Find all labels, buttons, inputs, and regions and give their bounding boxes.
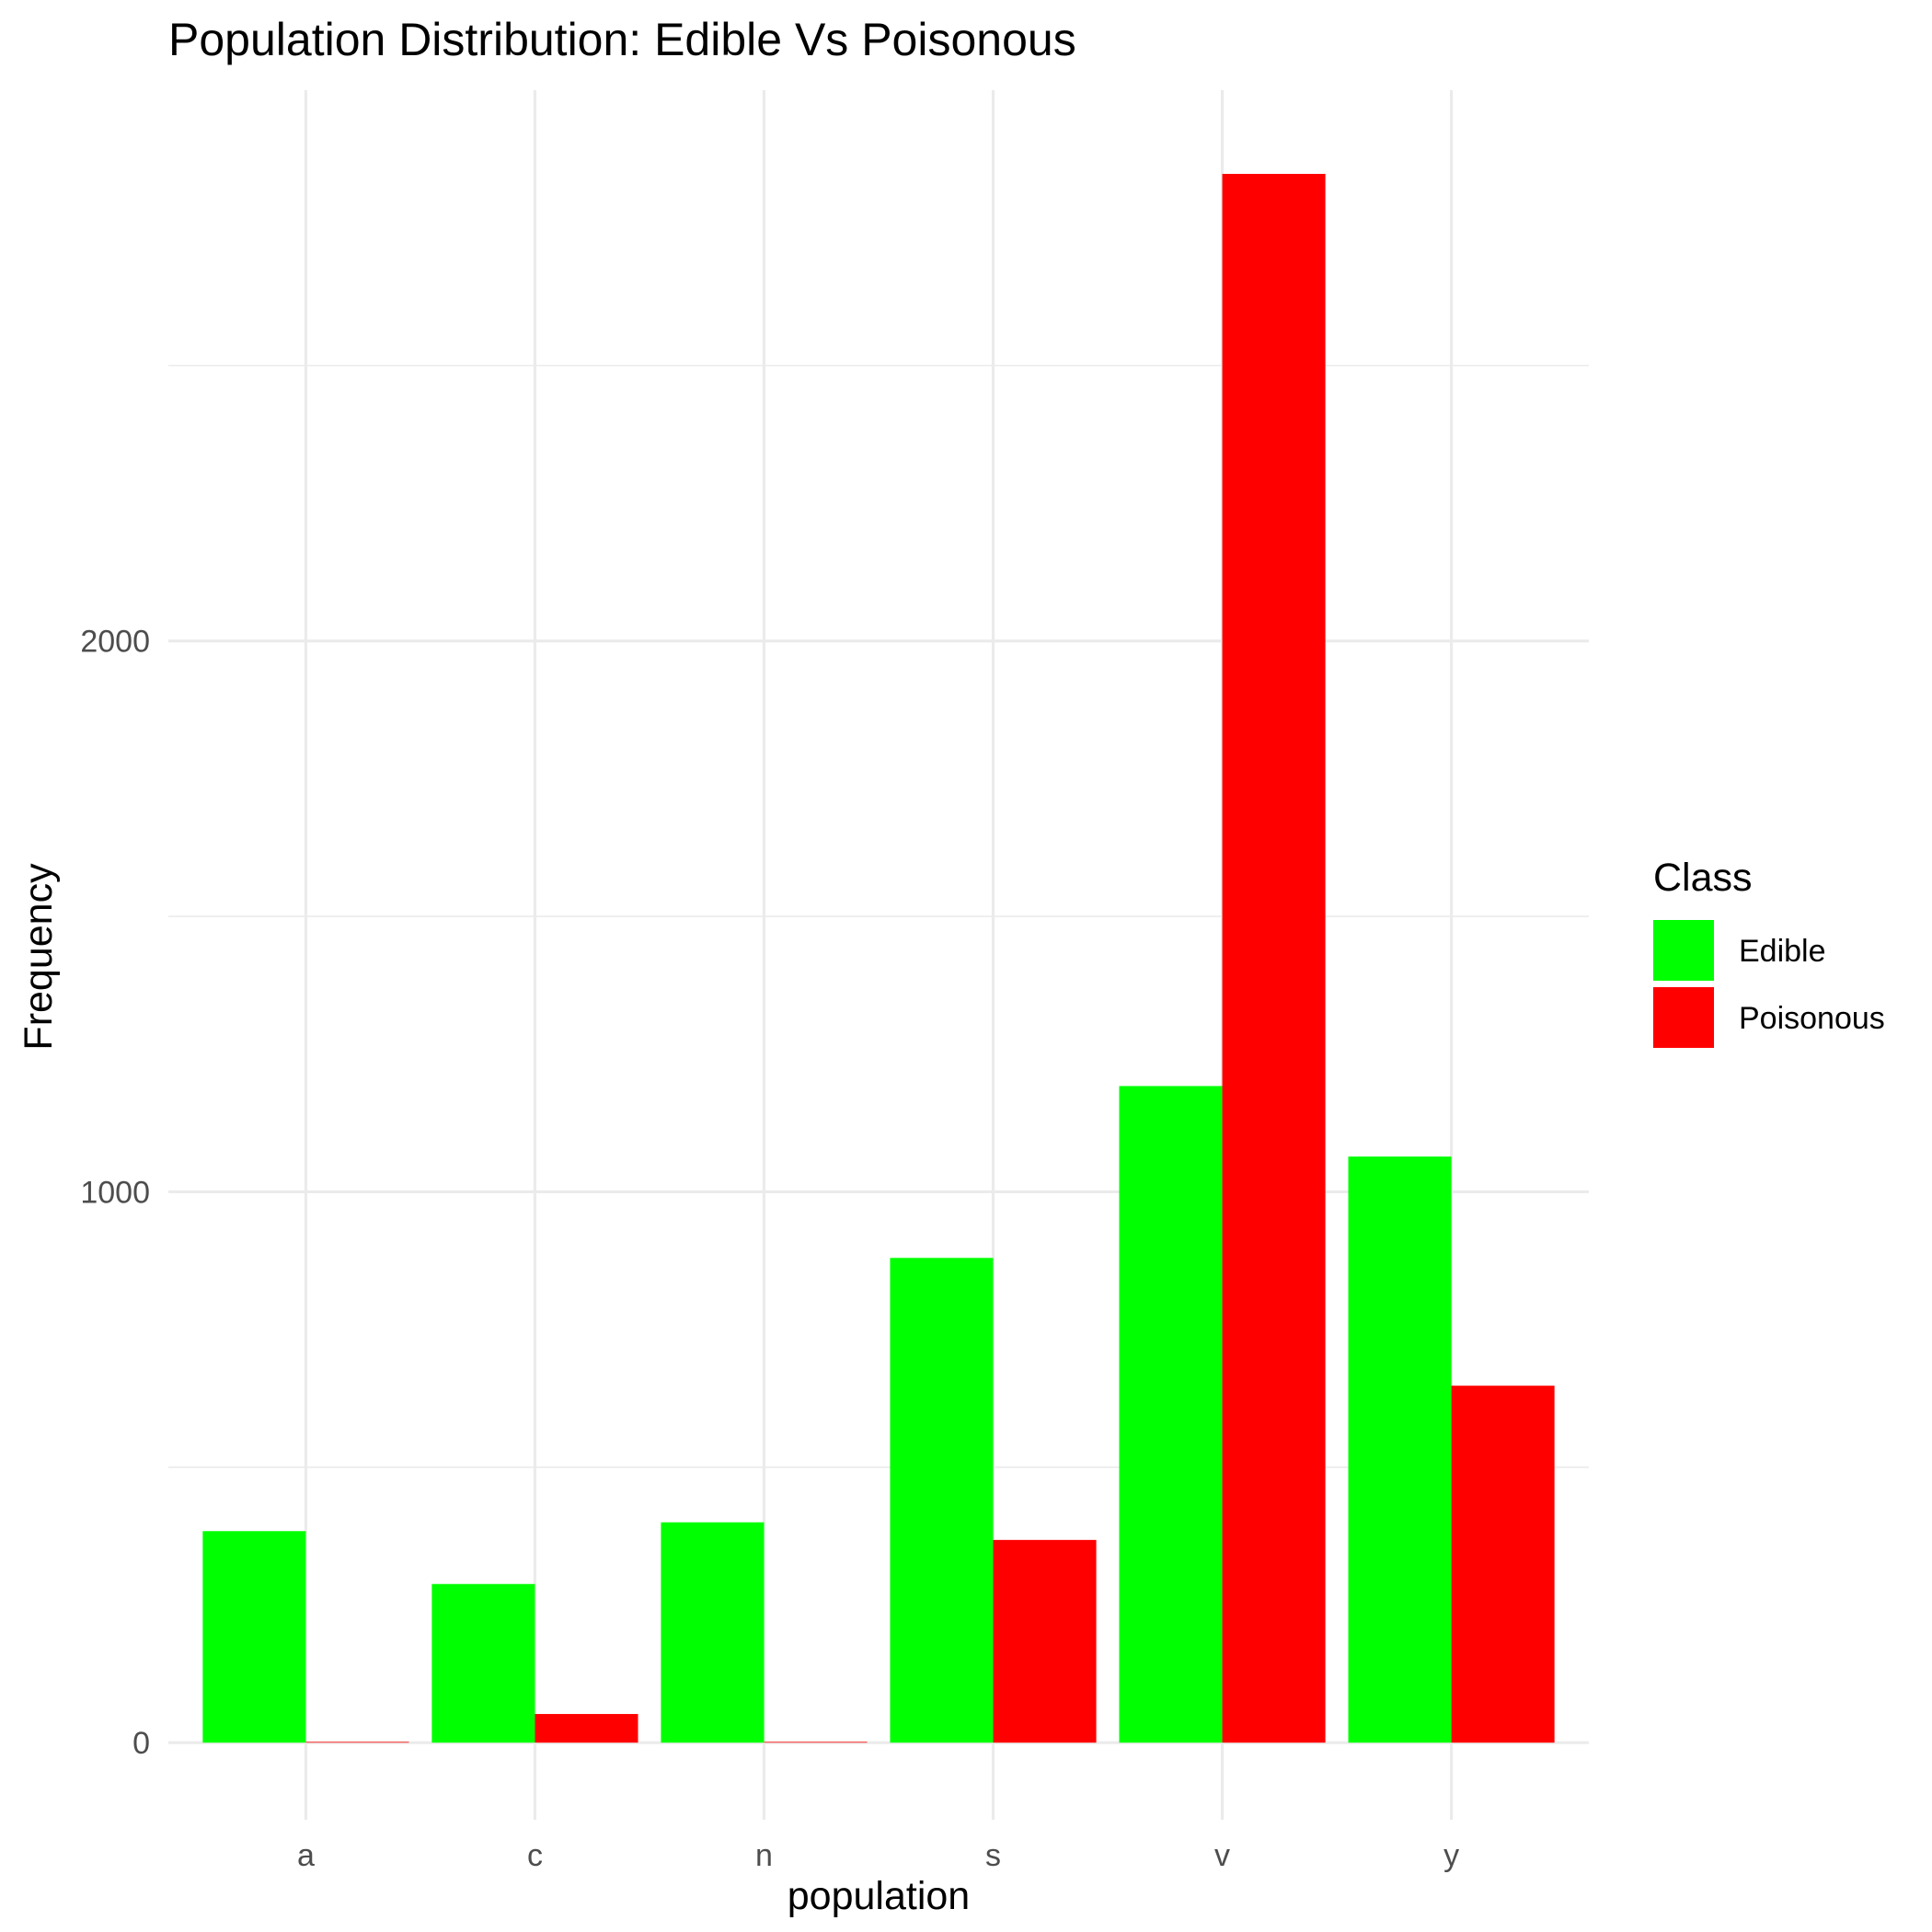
- bar-poisonous-c: [535, 1714, 638, 1743]
- bar-edible-c: [431, 1583, 535, 1743]
- x-tick-label: s: [985, 1838, 1001, 1873]
- legend-label-edible: Edible: [1739, 934, 1826, 969]
- bars: [202, 174, 1555, 1743]
- y-tick-label: 2000: [80, 625, 150, 660]
- x-tick-label: v: [1214, 1838, 1230, 1873]
- y-tick-label: 0: [132, 1726, 150, 1761]
- bar-edible-n: [661, 1522, 765, 1743]
- legend-title: Class: [1653, 856, 1753, 900]
- x-tick-label: n: [755, 1838, 773, 1873]
- bar-edible-v: [1119, 1086, 1223, 1743]
- bar-edible-y: [1348, 1156, 1452, 1743]
- legend: Class Edible Poisonous: [1653, 856, 1885, 1048]
- legend-swatch-poisonous: [1653, 987, 1714, 1048]
- x-axis-title: population: [788, 1874, 970, 1918]
- legend-items: Edible Poisonous: [1653, 920, 1885, 1048]
- x-tick-label: y: [1443, 1838, 1459, 1873]
- y-tick-label: 1000: [80, 1175, 150, 1210]
- legend-swatch-edible: [1653, 920, 1714, 981]
- bar-edible-a: [202, 1531, 306, 1743]
- y-tick-labels: 0 1000 2000: [80, 625, 150, 1761]
- legend-label-poisonous: Poisonous: [1739, 1001, 1885, 1036]
- chart-title: Population Distribution: Edible Vs Poiso…: [168, 14, 1076, 65]
- x-tick-label: a: [297, 1838, 315, 1873]
- bar-poisonous-v: [1222, 174, 1326, 1743]
- bar-poisonous-y: [1451, 1386, 1555, 1743]
- y-axis-title: Frequency: [17, 863, 61, 1051]
- x-tick-label: c: [527, 1838, 543, 1873]
- bar-poisonous-s: [993, 1539, 1097, 1743]
- bar-edible-s: [890, 1258, 994, 1743]
